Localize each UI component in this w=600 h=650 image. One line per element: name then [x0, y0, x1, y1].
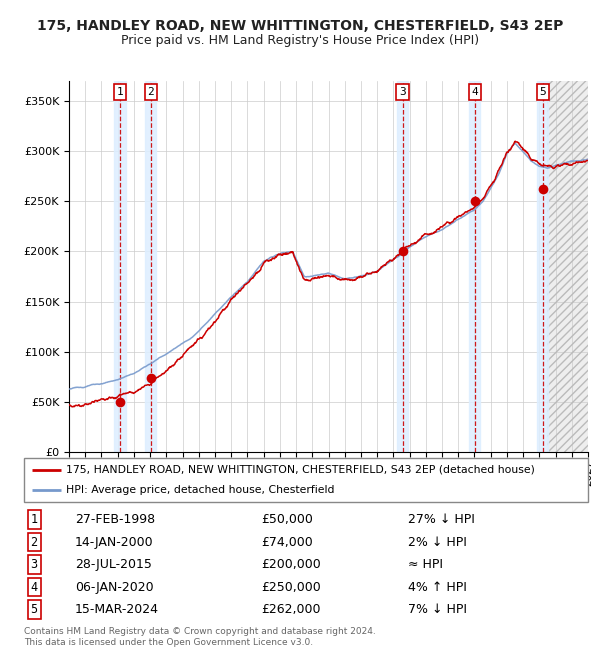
- Text: £250,000: £250,000: [261, 580, 320, 593]
- Text: 1: 1: [117, 87, 124, 97]
- Bar: [547, 81, 596, 452]
- Text: 3: 3: [399, 87, 406, 97]
- Text: 1: 1: [31, 513, 38, 526]
- Text: 7% ↓ HPI: 7% ↓ HPI: [407, 603, 467, 616]
- Bar: [115, 81, 126, 452]
- Text: 175, HANDLEY ROAD, NEW WHITTINGTON, CHESTERFIELD, S43 2EP: 175, HANDLEY ROAD, NEW WHITTINGTON, CHES…: [37, 20, 563, 34]
- Text: £74,000: £74,000: [261, 536, 313, 549]
- Text: £262,000: £262,000: [261, 603, 320, 616]
- Text: 06-JAN-2020: 06-JAN-2020: [75, 580, 154, 593]
- Text: 4% ↑ HPI: 4% ↑ HPI: [407, 580, 466, 593]
- Text: ≈ HPI: ≈ HPI: [407, 558, 443, 571]
- Bar: [537, 81, 548, 452]
- Text: 2: 2: [31, 536, 38, 549]
- Bar: [397, 81, 408, 452]
- Text: 5: 5: [31, 603, 38, 616]
- Text: £50,000: £50,000: [261, 513, 313, 526]
- Text: 3: 3: [31, 558, 38, 571]
- Text: HPI: Average price, detached house, Chesterfield: HPI: Average price, detached house, Ches…: [66, 485, 335, 495]
- FancyBboxPatch shape: [24, 458, 588, 502]
- Bar: [145, 81, 157, 452]
- Text: 2: 2: [148, 87, 154, 97]
- Text: Contains HM Land Registry data © Crown copyright and database right 2024.
This d: Contains HM Land Registry data © Crown c…: [24, 627, 376, 647]
- Text: 4: 4: [472, 87, 478, 97]
- Text: 15-MAR-2024: 15-MAR-2024: [75, 603, 159, 616]
- Text: 28-JUL-2015: 28-JUL-2015: [75, 558, 152, 571]
- Text: 27-FEB-1998: 27-FEB-1998: [75, 513, 155, 526]
- Text: 5: 5: [539, 87, 546, 97]
- Text: 14-JAN-2000: 14-JAN-2000: [75, 536, 154, 549]
- Text: £200,000: £200,000: [261, 558, 320, 571]
- Text: 4: 4: [31, 580, 38, 593]
- Bar: [469, 81, 481, 452]
- Text: 2% ↓ HPI: 2% ↓ HPI: [407, 536, 466, 549]
- Text: 27% ↓ HPI: 27% ↓ HPI: [407, 513, 475, 526]
- Bar: [547, 81, 596, 452]
- Text: Price paid vs. HM Land Registry's House Price Index (HPI): Price paid vs. HM Land Registry's House …: [121, 34, 479, 47]
- Text: 175, HANDLEY ROAD, NEW WHITTINGTON, CHESTERFIELD, S43 2EP (detached house): 175, HANDLEY ROAD, NEW WHITTINGTON, CHES…: [66, 465, 535, 474]
